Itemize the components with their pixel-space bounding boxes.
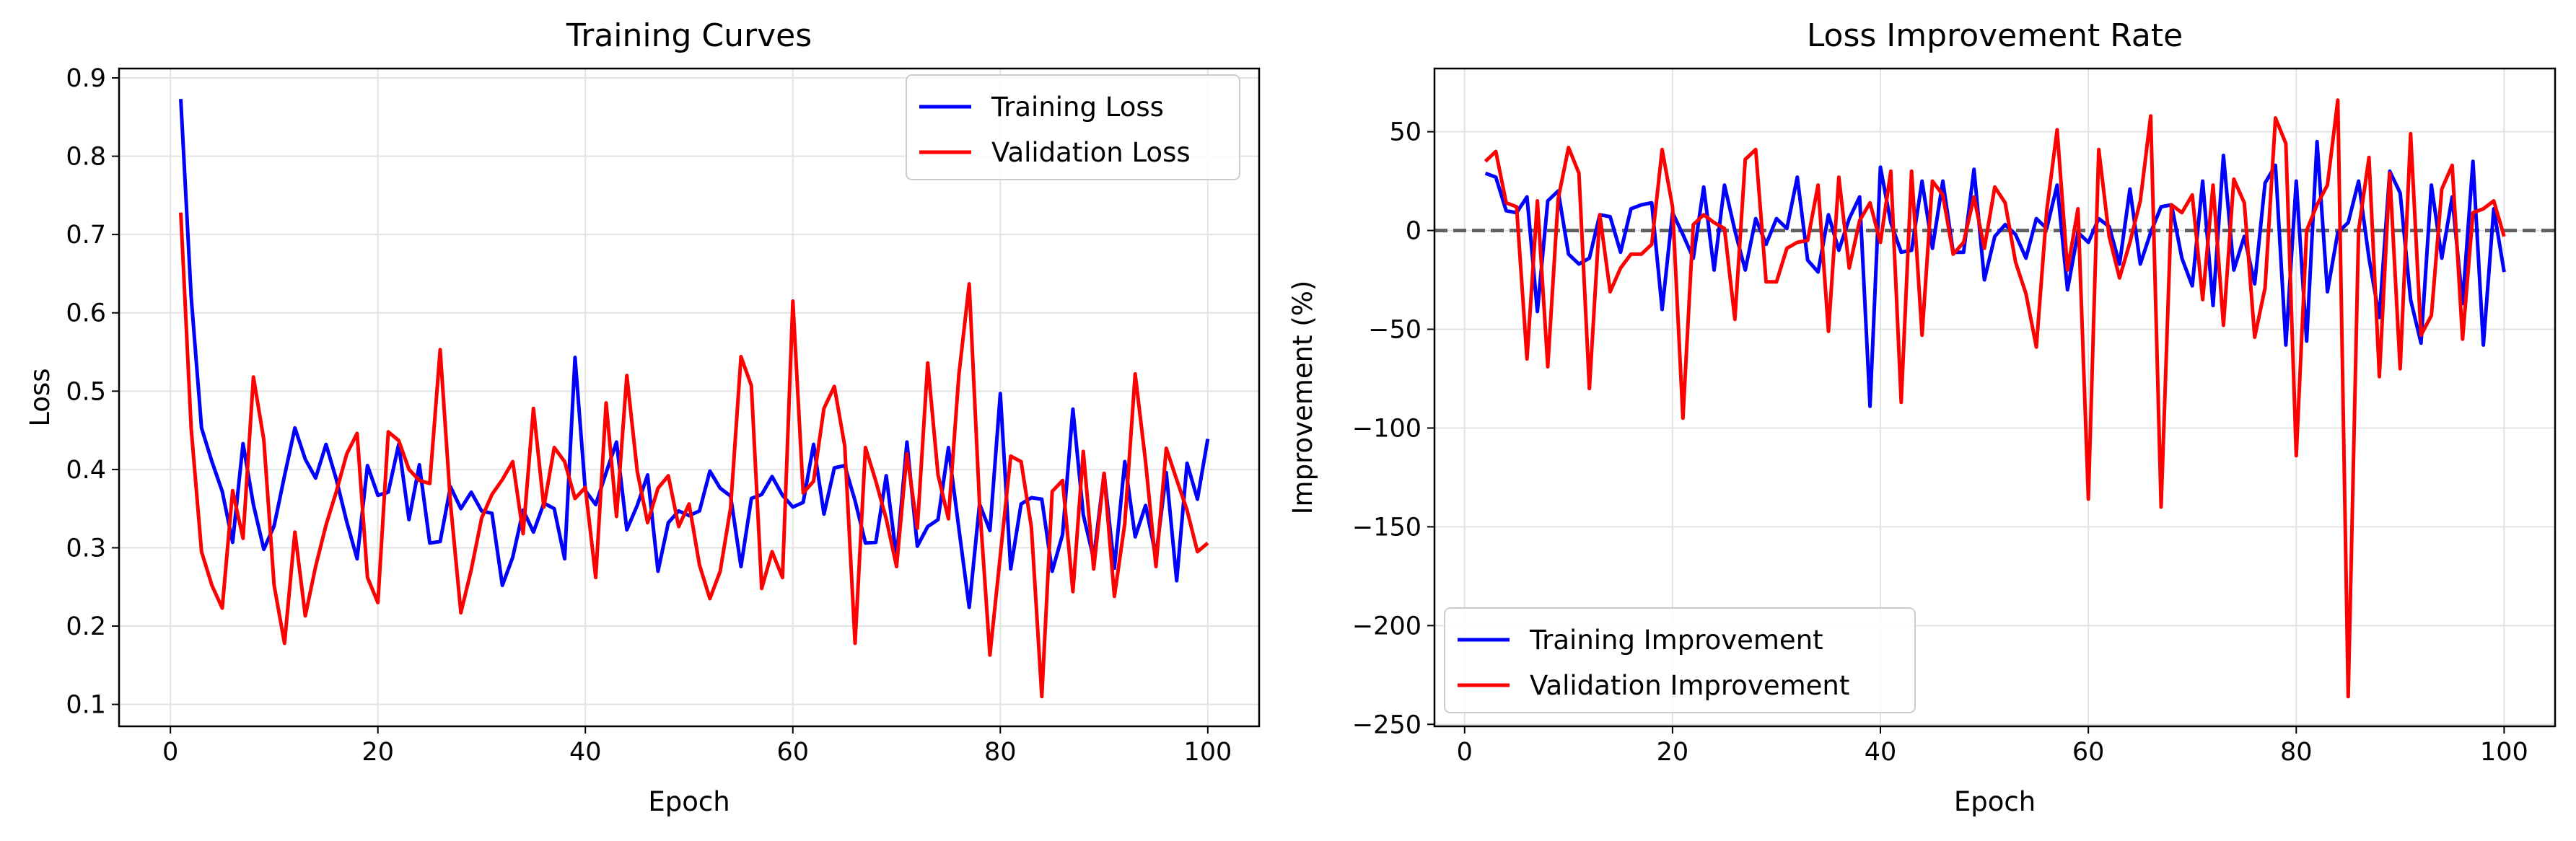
x-tick-label: 100 (1183, 738, 1232, 767)
y-tick-label: 0 (1406, 217, 1421, 246)
legend-box (906, 74, 1240, 180)
y-tick-label: 0.2 (66, 612, 106, 641)
x-tick-label: 0 (1457, 738, 1473, 767)
y-tick-label: 0.3 (66, 534, 106, 563)
legend-label: Training Loss (991, 92, 1164, 123)
y-tick-label: −250 (1352, 710, 1421, 739)
y-axis-label: Loss (25, 368, 56, 426)
x-tick-label: 60 (776, 738, 809, 767)
legend: Training Loss Validation Loss (906, 74, 1240, 180)
x-tick-label: 80 (984, 738, 1017, 767)
chart-loss-improvement-rate: 0 20 40 60 80 100 50 0 −50 −100 −150 −200 −250 Loss I… (1287, 17, 2557, 817)
x-tick-label: 80 (2280, 738, 2313, 767)
x-tick-label: 20 (362, 738, 394, 767)
series-line-training-improvement (1484, 139, 2506, 408)
x-axis-label: Epoch (648, 786, 730, 817)
legend-label: Validation Improvement (1530, 670, 1849, 701)
y-tick-label: 0.1 (66, 691, 106, 720)
chart-title: Loss Improvement Rate (1807, 17, 2183, 54)
series-line-validation-improvement (1484, 98, 2506, 699)
x-tick-label: 40 (569, 738, 602, 767)
x-tick-label: 0 (162, 738, 178, 767)
y-tick-label: −100 (1352, 414, 1421, 443)
legend: Training Improvement Validation Improveme… (1444, 607, 1916, 713)
x-tick-label: 60 (2072, 738, 2105, 767)
y-tick-label: 50 (1389, 118, 1421, 147)
legend-label: Training Improvement (1529, 625, 1823, 656)
y-tick-label: 0.4 (66, 456, 106, 485)
chart-training-curves: 0 20 40 60 80 100 0.1 0.2 0.3 0.4 0.5 0.6 0.7 0.8 0.9 T… (25, 17, 1261, 817)
y-tick-label: −150 (1352, 513, 1421, 542)
plot-frame (1433, 67, 2557, 728)
y-tick-label: 0.7 (66, 221, 106, 250)
series-line-training-loss (179, 99, 1210, 609)
legend-label: Validation Loss (991, 137, 1191, 168)
x-tick-label: 40 (1865, 738, 1897, 767)
x-axis-label: Epoch (1954, 786, 2036, 817)
series-line-validation-loss (179, 212, 1209, 699)
y-tick-label: 0.9 (66, 64, 106, 93)
y-tick-label: −50 (1368, 316, 1421, 345)
y-axis-label: Improvement (%) (1287, 281, 1318, 515)
y-tick-label: 0.8 (66, 143, 106, 172)
y-tick-label: 0.6 (66, 299, 106, 328)
x-tick-label: 20 (1657, 738, 1689, 767)
legend-box (1444, 607, 1916, 713)
x-tick-label: 100 (2480, 738, 2528, 767)
chart-title: Training Curves (566, 17, 812, 54)
plot-frame (118, 67, 1261, 728)
y-tick-label: 0.5 (66, 377, 106, 406)
y-tick-label: −200 (1352, 612, 1421, 640)
